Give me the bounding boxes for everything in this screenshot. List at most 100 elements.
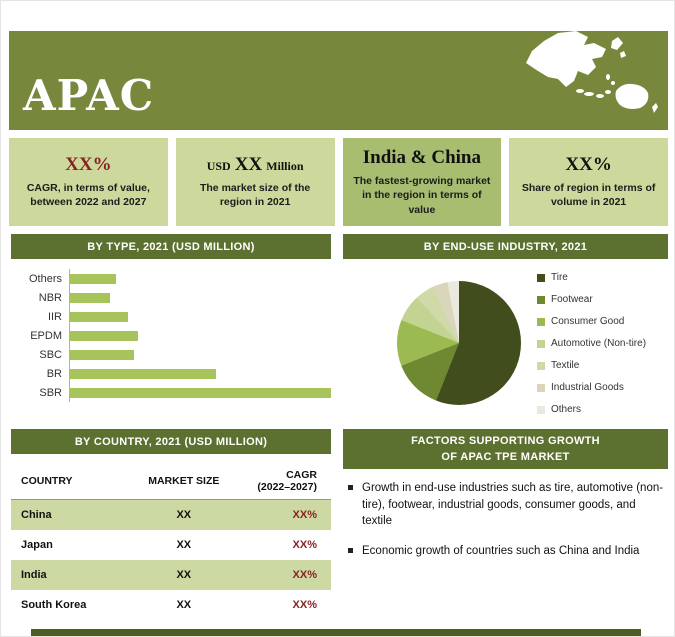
- legend-label: Footwear: [551, 294, 593, 305]
- bullet-square-icon: [348, 548, 353, 554]
- bar-category-label: NBR: [38, 291, 62, 304]
- bar-category-label: Others: [28, 272, 62, 285]
- bar-fill: [70, 292, 110, 303]
- stat-fastest-growing-value: India & China: [362, 147, 482, 169]
- bar-row: SBC: [11, 345, 331, 364]
- bar-track: [69, 345, 331, 364]
- stat-usd-value: XX: [234, 154, 263, 176]
- bar-track: [69, 307, 331, 326]
- page-title: APAC: [23, 71, 155, 120]
- table-row: Japan XX XX%: [11, 530, 331, 560]
- column-header-market-size: MARKET SIZE: [148, 474, 220, 487]
- stat-cagr-value: XX%: [65, 154, 112, 176]
- stat-usd-prefix: USD: [206, 159, 231, 174]
- cell-market-size: XX: [176, 569, 192, 581]
- legend-item: Others: [537, 404, 669, 416]
- legend-swatch: [537, 362, 545, 370]
- by-country-table: COUNTRY MARKET SIZE CAGR (2022–2027) Chi…: [11, 462, 331, 620]
- bar-category-label: SBR: [39, 386, 62, 399]
- table-row: India XX XX%: [11, 560, 331, 590]
- bar-row: SBR: [11, 383, 331, 402]
- factors-title-line2: OF APAC TPE MARKET: [441, 451, 570, 463]
- stat-volume-share-value: XX%: [565, 154, 612, 176]
- factors-title-line1: FACTORS SUPPORTING GROWTH: [411, 434, 600, 447]
- cell-country: China: [21, 509, 52, 521]
- table-row: South Korea XX XX%: [11, 590, 331, 620]
- apac-map-icon: [526, 31, 658, 113]
- legend-item: Consumer Good: [537, 316, 669, 328]
- bar-track: [69, 364, 331, 383]
- bar-category-label: EPDM: [30, 329, 62, 342]
- bar-fill: [70, 273, 117, 284]
- bar-track: [69, 326, 331, 345]
- end-use-pie-chart: [397, 281, 521, 405]
- stat-volume-share-desc: Share of region in terms of volume in 20…: [521, 182, 656, 209]
- table-header-row: COUNTRY MARKET SIZE CAGR (2022–2027): [11, 462, 331, 500]
- bar-fill: [70, 311, 129, 322]
- column-header-cagr-line2: (2022–2027): [257, 480, 317, 493]
- legend-item: Automotive (Non-tire): [537, 338, 669, 350]
- end-use-legend: Tire Footwear Consumer Good Automotive (…: [537, 272, 669, 426]
- column-header-cagr: CAGR (2022–2027): [235, 469, 331, 493]
- legend-item: Industrial Goods: [537, 382, 669, 394]
- cell-market-size: XX: [176, 599, 192, 611]
- cell-market-size: XX: [176, 539, 192, 551]
- stat-fastest-growing: India & China The fastest-growing market…: [342, 138, 502, 226]
- cell-country: South Korea: [21, 599, 87, 611]
- stat-market-size-value: USD XX Million: [207, 154, 304, 176]
- cell-country: India: [21, 569, 47, 581]
- legend-label: Tire: [551, 272, 568, 283]
- legend-swatch: [537, 406, 545, 414]
- bar-fill: [70, 349, 135, 360]
- bar-category-label: IIR: [47, 310, 62, 323]
- bar-track: [69, 288, 331, 307]
- column-header-cagr-line1: CAGR: [286, 468, 317, 481]
- legend-item: Footwear: [537, 294, 669, 306]
- stat-volume-share: XX% Share of region in terms of volume i…: [509, 138, 668, 226]
- stat-cagr: XX% CAGR, in terms of value, between 202…: [9, 138, 168, 226]
- bar-track: [69, 269, 331, 288]
- stats-row: XX% CAGR, in terms of value, between 202…: [9, 138, 668, 226]
- bar-fill: [70, 387, 331, 398]
- legend-label: Industrial Goods: [551, 382, 624, 393]
- cell-cagr: XX%: [292, 509, 317, 521]
- bar-fill: [70, 330, 138, 341]
- section-title-by-end-use: BY END-USE INDUSTRY, 2021: [343, 234, 668, 259]
- stat-market-size-desc: The market size of the region in 2021: [199, 182, 311, 209]
- cell-cagr: XX%: [292, 569, 317, 581]
- factor-text: Economic growth of countries such as Chi…: [362, 545, 640, 558]
- stat-fastest-growing-desc: The fastest-growing market in the region…: [353, 175, 491, 216]
- bar-track: [69, 383, 331, 402]
- section-title-by-type: BY TYPE, 2021 (USD MILLION): [11, 234, 331, 259]
- legend-swatch: [537, 384, 545, 392]
- stat-cagr-desc: CAGR, in terms of value, between 2022 an…: [26, 182, 150, 209]
- bar-row: IIR: [11, 307, 331, 326]
- bullet-square-icon: [348, 485, 353, 490]
- bar-fill: [70, 368, 216, 379]
- legend-label: Automotive (Non-tire): [551, 338, 647, 349]
- cell-cagr: XX%: [292, 539, 317, 551]
- cell-cagr: XX%: [292, 599, 317, 611]
- cell-market-size: XX: [176, 509, 192, 521]
- footer-bar: [31, 629, 641, 636]
- factors-list: Growth in end-use industries such as tir…: [343, 480, 668, 573]
- stat-usd-suffix: Million: [266, 159, 304, 174]
- legend-label: Textile: [551, 360, 580, 371]
- table-row: China XX XX%: [11, 500, 331, 530]
- legend-swatch: [537, 296, 545, 304]
- header-banner: APAC: [9, 31, 668, 130]
- bar-category-label: SBC: [39, 348, 62, 361]
- factor-text: Growth in end-use industries such as tir…: [362, 482, 664, 528]
- stat-market-size: USD XX Million The market size of the regi…: [175, 138, 335, 226]
- bar-row: NBR: [11, 288, 331, 307]
- section-title-by-country: BY COUNTRY, 2021 (USD MILLION): [11, 429, 331, 454]
- cell-country: Japan: [21, 539, 53, 551]
- factor-bullet: Growth in end-use industries such as tir…: [343, 480, 668, 530]
- bar-row: Others: [11, 269, 331, 288]
- bar-category-label: BR: [46, 367, 62, 380]
- bar-row: BR: [11, 364, 331, 383]
- by-type-bar-chart: Others NBR IIR EPDM SBC BR SBR: [11, 269, 331, 402]
- section-title-factors: FACTORS SUPPORTING GROWTH OF APAC TPE MA…: [343, 429, 668, 469]
- factor-bullet: Economic growth of countries such as Chi…: [343, 543, 668, 560]
